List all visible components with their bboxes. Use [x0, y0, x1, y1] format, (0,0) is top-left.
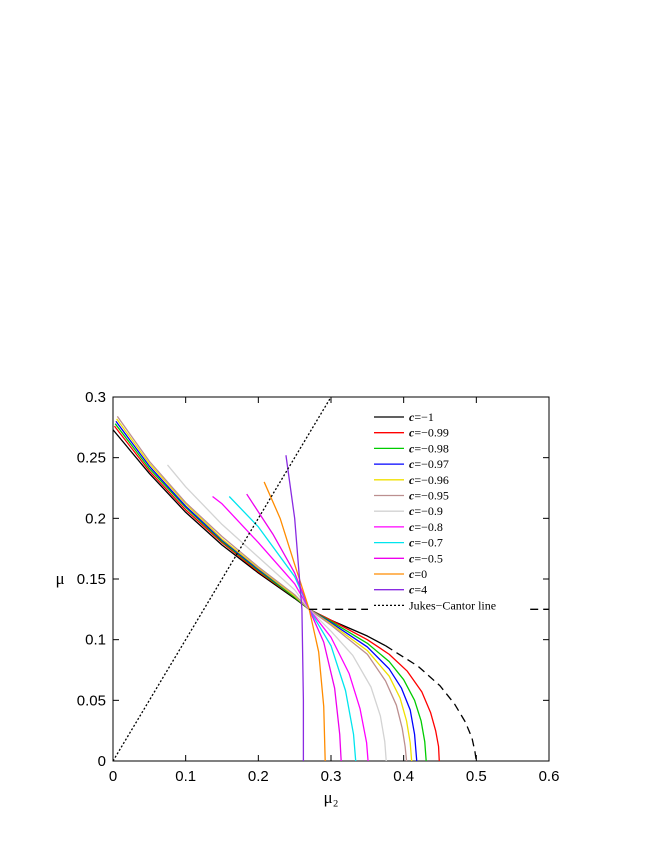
legend-label: c=−0.9 — [409, 504, 443, 518]
legend-label-var: c — [409, 520, 415, 534]
y-tick-label: 0.05 — [77, 692, 106, 709]
x-axis-title: μ₂ — [323, 788, 338, 807]
legend-label: Jukes−Cantor line — [409, 598, 496, 612]
legend-label-value: =4 — [414, 583, 427, 597]
legend-label: c=−0.8 — [409, 520, 443, 534]
legend-label: c=−1 — [409, 410, 434, 424]
legend-label: c=−0.99 — [409, 426, 449, 440]
x-tick-label: 0 — [109, 768, 117, 785]
y-tick-label: 0 — [98, 753, 106, 770]
legend-label-value: =0 — [414, 567, 427, 581]
legend-label-var: c — [409, 536, 415, 550]
legend-label: c=4 — [409, 583, 427, 597]
legend-label-value: =−0.95 — [414, 489, 449, 503]
series-line — [246, 493, 342, 762]
y-axis-title: μ — [55, 569, 64, 588]
series-line — [167, 464, 387, 762]
x-tick-label: 0.2 — [248, 768, 269, 785]
legend-label-var: c — [409, 489, 415, 503]
series-line — [116, 416, 408, 762]
legend-label-value: Jukes−Cantor line — [409, 598, 496, 612]
series-line — [112, 429, 386, 647]
legend-label-value: =−0.8 — [414, 520, 443, 534]
legend-label-value: =−0.98 — [414, 441, 449, 455]
legend-label-var: c — [409, 441, 415, 455]
legend-label-var: c — [409, 426, 415, 440]
series-line — [385, 645, 477, 762]
x-tick-label: 0.5 — [466, 768, 487, 785]
legend-label-var: c — [409, 504, 415, 518]
y-tick-label: 0.25 — [77, 450, 106, 467]
series-group — [112, 396, 549, 762]
legend-label-var: c — [409, 583, 415, 597]
legend-label: c=−0.7 — [409, 536, 443, 550]
legend-label-value: =−0.97 — [414, 457, 449, 471]
legend-label-value: =−0.96 — [414, 473, 449, 487]
x-tick-label: 0.1 — [175, 768, 196, 785]
series-line — [116, 418, 413, 762]
y-tick-label: 0.3 — [85, 389, 106, 406]
legend-label-var: c — [409, 410, 415, 424]
y-tick-label: 0.1 — [85, 632, 106, 649]
y-tick-label: 0.15 — [77, 571, 106, 588]
legend-label-value: =−0.5 — [414, 551, 443, 565]
legend-label-value: =−1 — [414, 410, 434, 424]
series-line — [212, 495, 369, 762]
ticks-group: 0 0.1 0.2 0.3 0.4 0.5 0.6 0 0.05 0.1 0.15 0.2 0.25 0.… — [77, 389, 560, 785]
legend-label: c=−0.5 — [409, 551, 443, 565]
legend-label-value: =−0.7 — [414, 536, 443, 550]
y-tick-label: 0.2 — [85, 510, 106, 527]
legend-label: c=−0.97 — [409, 457, 449, 471]
legend-label: c=−0.98 — [409, 441, 449, 455]
series-line — [113, 425, 440, 762]
legend-label-var: c — [409, 551, 415, 565]
legend-label-value: =−0.9 — [414, 504, 443, 518]
legend-label: c=−0.96 — [409, 473, 449, 487]
legend-label-var: c — [409, 473, 415, 487]
x-tick-label: 0.4 — [393, 768, 414, 785]
series-line — [112, 396, 332, 762]
legend-label-var: c — [409, 567, 415, 581]
x-tick-label: 0.6 — [539, 768, 560, 785]
legend-label-var: c — [409, 457, 415, 471]
x-tick-label: 0.3 — [321, 768, 342, 785]
series-line — [228, 496, 357, 762]
legend-label: c=0 — [409, 567, 427, 581]
legend-label-value: =−0.99 — [414, 426, 449, 440]
legend: c=−1c=−0.99c=−0.98c=−0.97c=−0.96c=−0.95c… — [368, 408, 530, 614]
series-line — [114, 423, 427, 762]
legend-label: c=−0.95 — [409, 489, 449, 503]
series-line — [285, 455, 305, 761]
